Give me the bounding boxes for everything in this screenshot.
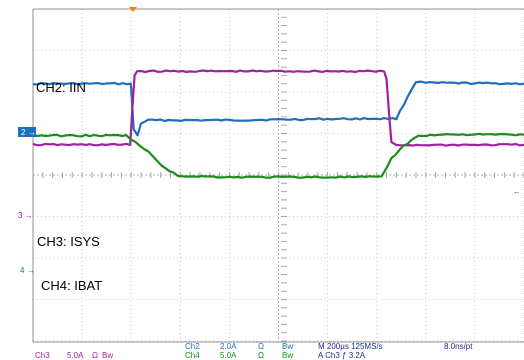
ch4-status-label: Ch4 [185,351,200,360]
ch3-status-scale: 5.0A [67,351,84,360]
ch4-status-scale: 5.0A [220,351,237,360]
ch4-status-bw: Bw [282,351,293,360]
graticule [32,8,524,343]
timebase-readout: M 200µs 125MS/s [318,342,383,351]
svg-text:→: → [27,266,35,275]
ch3-marker-number: 3 [18,211,23,220]
ch4-marker-number: 4 [20,266,25,275]
ch4-status-coupling: Ω [258,351,264,360]
trigger-level-marker[interactable]: ← [513,187,521,196]
ch2-status-scale: 2.0A [220,342,237,351]
ch3-status-bw: Bw [102,351,113,360]
ch2-status-label: Ch2 [185,342,200,351]
ch2-marker-number: 2 [21,128,26,137]
ch3-status-coupling: Ω [92,351,98,360]
ch4-trace-label: CH4: IBAT [41,278,102,293]
trace-ch4 [32,132,524,179]
ch2-status-bw: Bw [282,342,293,351]
svg-text:→: → [28,128,36,137]
ch2-ground-marker[interactable]: 2 → [18,127,36,137]
ch4-ground-marker[interactable]: 4 → [20,266,35,275]
ch3-ground-marker[interactable]: 3 → [18,211,33,220]
trigger-readout: A Ch3 ƒ 3.2A [318,351,366,360]
trace-ch2 [32,80,524,137]
ch3-status-label: Ch3 [35,351,50,360]
ch2-status-coupling: Ω [258,342,264,351]
svg-text:→: → [25,211,33,220]
waveform-traces [32,69,524,179]
ch3-trace-label: CH3: ISYS [37,234,100,249]
ch2-trace-label: CH2: IIN [36,80,86,95]
record-readout: 8.0ns/pt [444,342,473,351]
trace-ch3 [32,69,524,147]
trigger-position-marker[interactable] [129,7,137,12]
status-bar: Ch3 5.0A Ω Bw Ch2 2.0A Ω Bw Ch4 5.0A Ω B… [35,342,473,360]
